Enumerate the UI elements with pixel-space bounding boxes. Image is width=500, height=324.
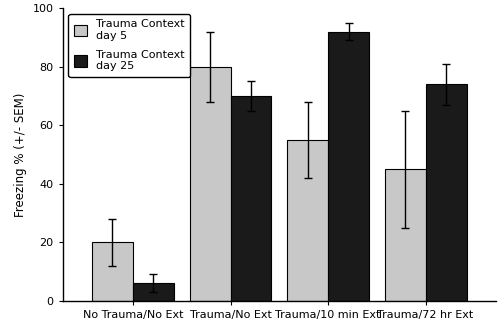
Bar [328, 31, 369, 301]
Bar [92, 242, 133, 301]
Bar [190, 67, 230, 301]
Bar [133, 283, 174, 301]
Bar [287, 140, 328, 301]
Bar [230, 96, 272, 301]
Bar [426, 84, 467, 301]
Y-axis label: Freezing % (+/- SEM): Freezing % (+/- SEM) [14, 92, 27, 217]
Legend: Trauma Context
day 5, Trauma Context
day 25: Trauma Context day 5, Trauma Context day… [68, 14, 190, 77]
Bar [384, 169, 426, 301]
